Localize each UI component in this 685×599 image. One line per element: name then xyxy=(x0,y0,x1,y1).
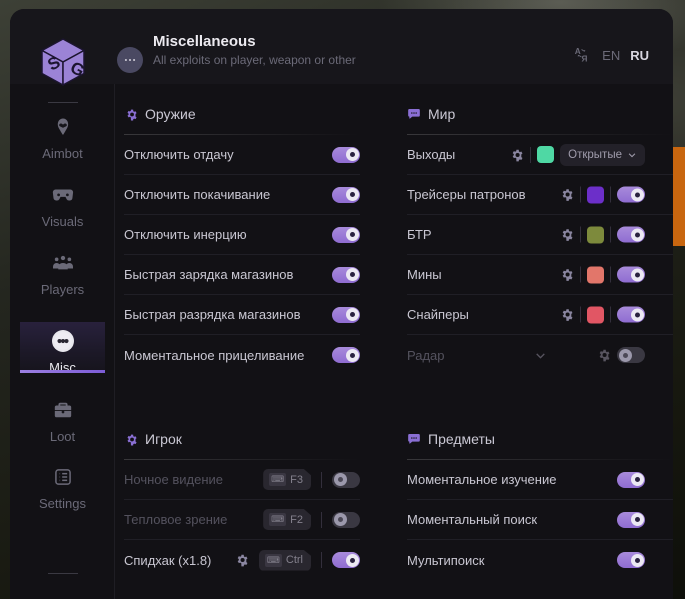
svg-text:A: A xyxy=(575,47,581,56)
svg-text:Я: Я xyxy=(582,55,588,64)
